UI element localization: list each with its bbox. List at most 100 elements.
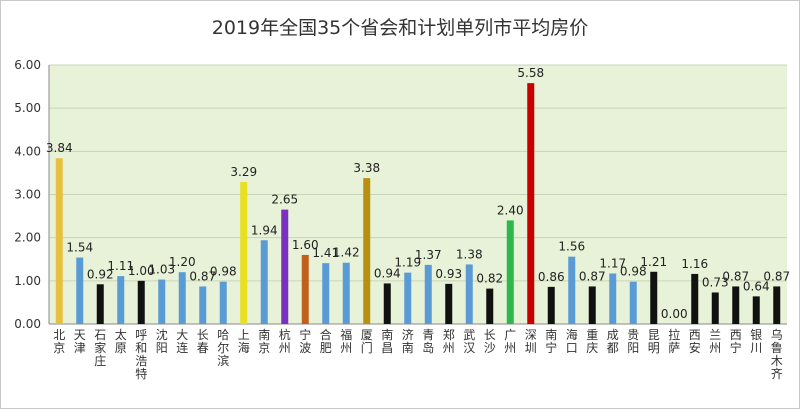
data-label: 0.92 [87, 267, 114, 281]
bar [342, 262, 350, 324]
y-tick-label: 5.00 [14, 101, 41, 115]
bar [629, 281, 637, 324]
x-tick-label: 乌鲁木齐 [771, 327, 783, 381]
data-label: 2.40 [497, 203, 524, 217]
x-tick-label: 北京 [53, 328, 65, 355]
bar [568, 256, 576, 324]
y-tick-label: 6.00 [14, 58, 41, 72]
x-tick-label: 南宁 [545, 327, 557, 355]
x-tick-label: 福州 [340, 327, 352, 355]
y-tick-label: 3.00 [14, 188, 41, 202]
bar [650, 271, 658, 324]
data-label: 1.42 [333, 246, 360, 260]
data-label: 1.41 [312, 246, 339, 260]
data-label: 1.60 [292, 238, 319, 252]
bar [691, 273, 699, 324]
bar [383, 283, 391, 324]
data-label: 3.38 [353, 161, 380, 175]
chart-title: 2019年全国35个省会和计划单列市平均房价 [212, 17, 589, 39]
bar [588, 286, 596, 324]
bar [55, 158, 63, 324]
data-label: 1.17 [599, 256, 626, 270]
data-label: 1.56 [558, 240, 585, 254]
y-tick-label: 0.00 [14, 317, 41, 331]
data-label: 1.19 [394, 256, 421, 270]
data-label: 1.38 [456, 247, 483, 261]
bar [117, 276, 125, 324]
data-label: 0.86 [538, 270, 565, 284]
x-tick-label: 海口 [566, 327, 578, 355]
data-label: 1.54 [66, 241, 93, 255]
data-label: 2.65 [271, 193, 298, 207]
x-tick-label: 厦门 [361, 328, 373, 355]
x-tick-label: 上海 [238, 328, 250, 355]
bar [363, 178, 371, 324]
bar [732, 286, 740, 324]
x-tick-label: 南京 [258, 327, 270, 355]
bar [96, 284, 104, 324]
data-label: 1.11 [107, 259, 134, 273]
bar [322, 263, 330, 324]
x-tick-label: 天津 [74, 328, 86, 355]
data-label: 0.94 [374, 266, 401, 280]
data-label: 0.64 [743, 279, 770, 293]
data-label: 0.87 [763, 269, 790, 283]
bar [260, 240, 268, 324]
bar [281, 209, 289, 324]
x-tick-label: 成都 [607, 328, 619, 355]
data-label: 1.20 [169, 255, 196, 269]
x-tick-label: 拉萨 [668, 327, 680, 355]
bar [424, 264, 432, 324]
data-label: 0.00 [661, 307, 688, 321]
data-label: 1.21 [640, 255, 667, 269]
x-tick-label: 沈阳 [156, 327, 168, 355]
bar [445, 283, 453, 324]
x-tick-label: 大连 [176, 328, 188, 355]
x-tick-label: 宁波 [299, 327, 311, 355]
data-label: 0.73 [702, 275, 729, 289]
bar [404, 272, 412, 324]
data-label: 1.16 [681, 257, 708, 271]
x-tick-label: 银川 [750, 328, 762, 355]
bar [711, 292, 719, 324]
data-label: 3.29 [230, 165, 257, 179]
data-label: 0.98 [210, 265, 237, 279]
bar [527, 83, 535, 324]
bar [199, 286, 207, 324]
x-tick-label: 昆明 [648, 328, 660, 355]
bar [158, 279, 166, 324]
bar [240, 181, 248, 324]
data-label: 1.03 [148, 263, 175, 277]
data-label: 1.94 [251, 223, 278, 237]
x-tick-label: 贵阳 [627, 328, 639, 355]
data-label: 0.82 [476, 272, 503, 286]
x-tick-label: 太原 [115, 327, 127, 355]
y-tick-label: 2.00 [14, 231, 41, 245]
x-tick-label: 西安 [689, 328, 701, 355]
x-tick-label: 重庆 [586, 328, 598, 355]
bar [219, 281, 227, 324]
x-tick-label: 杭州 [279, 327, 291, 355]
x-tick-label: 呼和浩特 [135, 328, 147, 381]
data-label: 1.00 [128, 264, 155, 278]
x-tick-label: 兰州 [709, 328, 721, 355]
bar [301, 254, 309, 324]
data-label: 0.87 [722, 269, 749, 283]
x-tick-label: 武汉 [463, 328, 475, 355]
data-label: 0.87 [189, 269, 216, 283]
x-tick-label: 哈尔滨 [217, 328, 229, 368]
data-label: 3.84 [46, 141, 73, 155]
bar [465, 264, 473, 324]
bar [547, 286, 555, 324]
x-tick-label: 南昌 [381, 327, 393, 355]
data-label: 0.87 [579, 269, 606, 283]
bar [137, 280, 145, 324]
data-label: 0.93 [435, 267, 462, 281]
y-tick-label: 4.00 [14, 144, 41, 158]
bar [486, 288, 494, 324]
data-label: 5.58 [517, 66, 544, 80]
x-tick-label: 长沙 [484, 328, 496, 355]
bar [76, 257, 84, 324]
